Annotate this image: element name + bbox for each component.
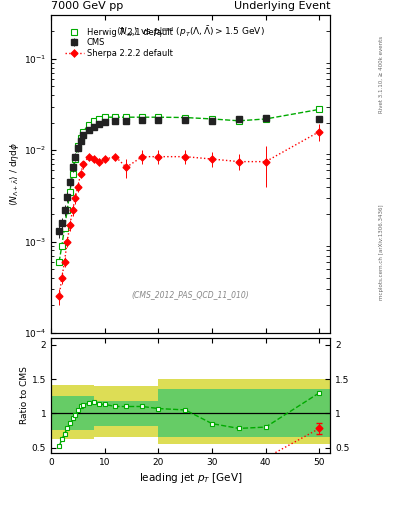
Herwig 7.2.1 default [317, 106, 322, 113]
Herwig 7.2.1 default [156, 114, 161, 120]
Herwig 7.2.1 default [59, 243, 64, 249]
Herwig 7.2.1 default [68, 189, 72, 195]
Herwig 7.2.1 default [75, 143, 80, 150]
Herwig 7.2.1 default [113, 114, 118, 120]
Herwig 7.2.1 default [70, 171, 75, 177]
Herwig 7.2.1 default [57, 259, 61, 265]
Herwig 7.2.1 default [92, 118, 96, 124]
Legend: Herwig 7.2.1 default, CMS, Sherpa 2.2.2 default: Herwig 7.2.1 default, CMS, Sherpa 2.2.2 … [64, 26, 174, 59]
Text: Rivet 3.1.10, ≥ 400k events: Rivet 3.1.10, ≥ 400k events [379, 36, 384, 113]
Y-axis label: Ratio to CMS: Ratio to CMS [20, 367, 29, 424]
Text: 7000 GeV pp: 7000 GeV pp [51, 1, 123, 11]
Text: (CMS_2012_PAS_QCD_11_010): (CMS_2012_PAS_QCD_11_010) [132, 290, 250, 299]
Herwig 7.2.1 default [97, 116, 102, 122]
Y-axis label: $\langle N_{\Lambda+\bar{\Lambda}}\rangle$ / d$\eta$d$\phi$: $\langle N_{\Lambda+\bar{\Lambda}}\rangl… [8, 142, 21, 206]
Herwig 7.2.1 default [183, 115, 187, 121]
Herwig 7.2.1 default [73, 156, 77, 162]
Text: Underlying Event: Underlying Event [233, 1, 330, 11]
Herwig 7.2.1 default [140, 114, 145, 120]
Herwig 7.2.1 default [263, 116, 268, 122]
Line: Herwig 7.2.1 default: Herwig 7.2.1 default [56, 106, 322, 265]
Text: $\langle N_{ch}\rangle$ vs $p_T^{\rm lead}$ ($p_T(\Lambda,\bar{\Lambda}) > 1.5$ : $\langle N_{ch}\rangle$ vs $p_T^{\rm lea… [116, 25, 265, 40]
Herwig 7.2.1 default [237, 118, 241, 124]
Herwig 7.2.1 default [81, 129, 86, 135]
Text: mcplots.cern.ch [arXiv:1306.3436]: mcplots.cern.ch [arXiv:1306.3436] [379, 205, 384, 301]
Herwig 7.2.1 default [124, 114, 129, 120]
Herwig 7.2.1 default [86, 122, 91, 128]
Herwig 7.2.1 default [103, 114, 107, 120]
X-axis label: leading jet $p_T$ [GeV]: leading jet $p_T$ [GeV] [139, 471, 242, 485]
Herwig 7.2.1 default [78, 135, 83, 141]
Herwig 7.2.1 default [210, 116, 215, 122]
Herwig 7.2.1 default [65, 207, 70, 214]
Herwig 7.2.1 default [62, 225, 67, 231]
